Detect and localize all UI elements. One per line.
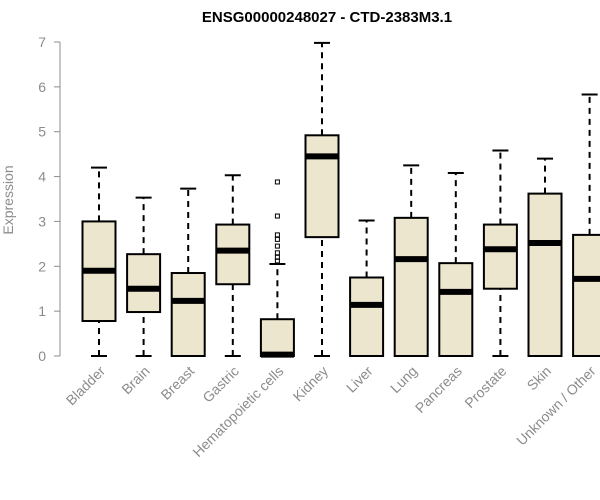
outlier-point bbox=[274, 232, 280, 238]
box-rect bbox=[259, 318, 295, 357]
x-tick-label: Kidney bbox=[290, 363, 332, 405]
outlier-point bbox=[274, 236, 280, 242]
box-5 bbox=[304, 41, 340, 357]
y-tick-label: 2 bbox=[38, 258, 46, 274]
chart-title: ENSG00000248027 - CTD-2383M3.1 bbox=[202, 9, 452, 26]
box-rect bbox=[438, 262, 474, 358]
y-tick-label: 3 bbox=[38, 213, 46, 229]
outlier-point bbox=[274, 243, 280, 249]
box-rect bbox=[170, 272, 206, 357]
x-tick-label: Brain bbox=[118, 363, 152, 397]
box-rect bbox=[126, 253, 162, 314]
x-tick-label: Bladder bbox=[63, 363, 109, 409]
x-tick-label: Liver bbox=[343, 363, 376, 396]
box-rect bbox=[304, 134, 340, 239]
box-9 bbox=[482, 149, 518, 357]
box-0 bbox=[81, 166, 117, 357]
x-tick-label: Prostate bbox=[461, 363, 509, 411]
box-1 bbox=[126, 196, 162, 357]
box-rect bbox=[215, 223, 251, 286]
box-3 bbox=[215, 174, 251, 357]
box-11 bbox=[572, 93, 600, 357]
y-tick-label: 6 bbox=[38, 79, 46, 95]
box-7 bbox=[393, 164, 429, 357]
y-tick-label: 0 bbox=[38, 348, 46, 364]
x-tick-label: Pancreas bbox=[412, 363, 465, 416]
box-rect bbox=[482, 223, 518, 290]
x-tick-label: Lung bbox=[387, 363, 420, 396]
y-axis: 0 1 2 3 4 5 6 7 bbox=[38, 34, 61, 364]
box-rect bbox=[527, 192, 563, 357]
box-4 bbox=[259, 179, 295, 358]
y-tick-label: 4 bbox=[38, 169, 46, 185]
y-tick-label: 5 bbox=[38, 124, 46, 140]
box-rect bbox=[349, 276, 385, 357]
x-tick-label: Skin bbox=[524, 363, 555, 394]
boxes-group bbox=[81, 41, 600, 358]
box-2 bbox=[170, 187, 206, 357]
x-tick-label: Breast bbox=[157, 363, 197, 403]
outlier-point bbox=[274, 213, 280, 219]
x-tick-label: Gastric bbox=[199, 363, 242, 406]
box-rect bbox=[572, 233, 600, 357]
box-6 bbox=[349, 219, 385, 357]
box-rect bbox=[393, 216, 429, 357]
y-tick-label: 7 bbox=[38, 34, 46, 50]
box-10 bbox=[527, 157, 563, 357]
box-8 bbox=[438, 171, 474, 358]
outlier-point bbox=[274, 250, 280, 256]
x-tick-label: Unknown / Other bbox=[513, 363, 599, 449]
y-tick-label: 1 bbox=[38, 303, 46, 319]
y-axis-label: Expression bbox=[0, 165, 16, 234]
outlier-point bbox=[274, 179, 280, 185]
